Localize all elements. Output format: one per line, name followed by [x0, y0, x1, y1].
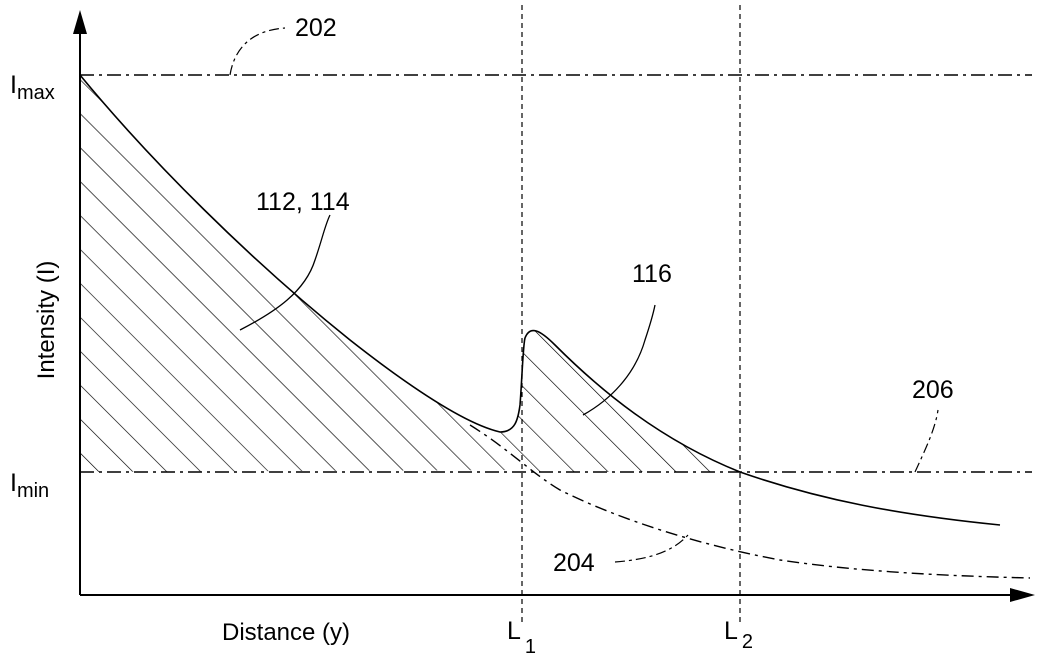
hatched-region-second	[520, 330, 740, 472]
decay-curve	[469, 424, 1031, 579]
y-tick-min: Imin	[10, 469, 49, 502]
hatched-region-first	[80, 75, 523, 472]
callout-label-206: 206	[912, 376, 954, 404]
x-axis-arrow-icon	[1010, 588, 1035, 602]
x-axis-title: Distance (y)	[222, 619, 350, 646]
y-axis-title: Intensity (I)	[33, 261, 60, 380]
y-axis-arrow-icon	[73, 10, 87, 34]
callout-leader-116	[582, 304, 656, 416]
x-tick-l1: L1	[507, 617, 536, 658]
callout-leader-202	[229, 27, 286, 76]
callout-label-204: 204	[553, 549, 595, 577]
callout-leader-112-114	[239, 214, 331, 331]
intensity-curve	[79, 74, 1001, 526]
callout-label-116: 116	[632, 260, 672, 288]
callout-leader-204	[614, 534, 689, 563]
callout-label-112-114: 112, 114	[256, 188, 350, 216]
callout-label-202: 202	[295, 14, 337, 42]
callout-leader-206	[914, 409, 939, 473]
y-tick-max: Imax	[10, 71, 55, 104]
